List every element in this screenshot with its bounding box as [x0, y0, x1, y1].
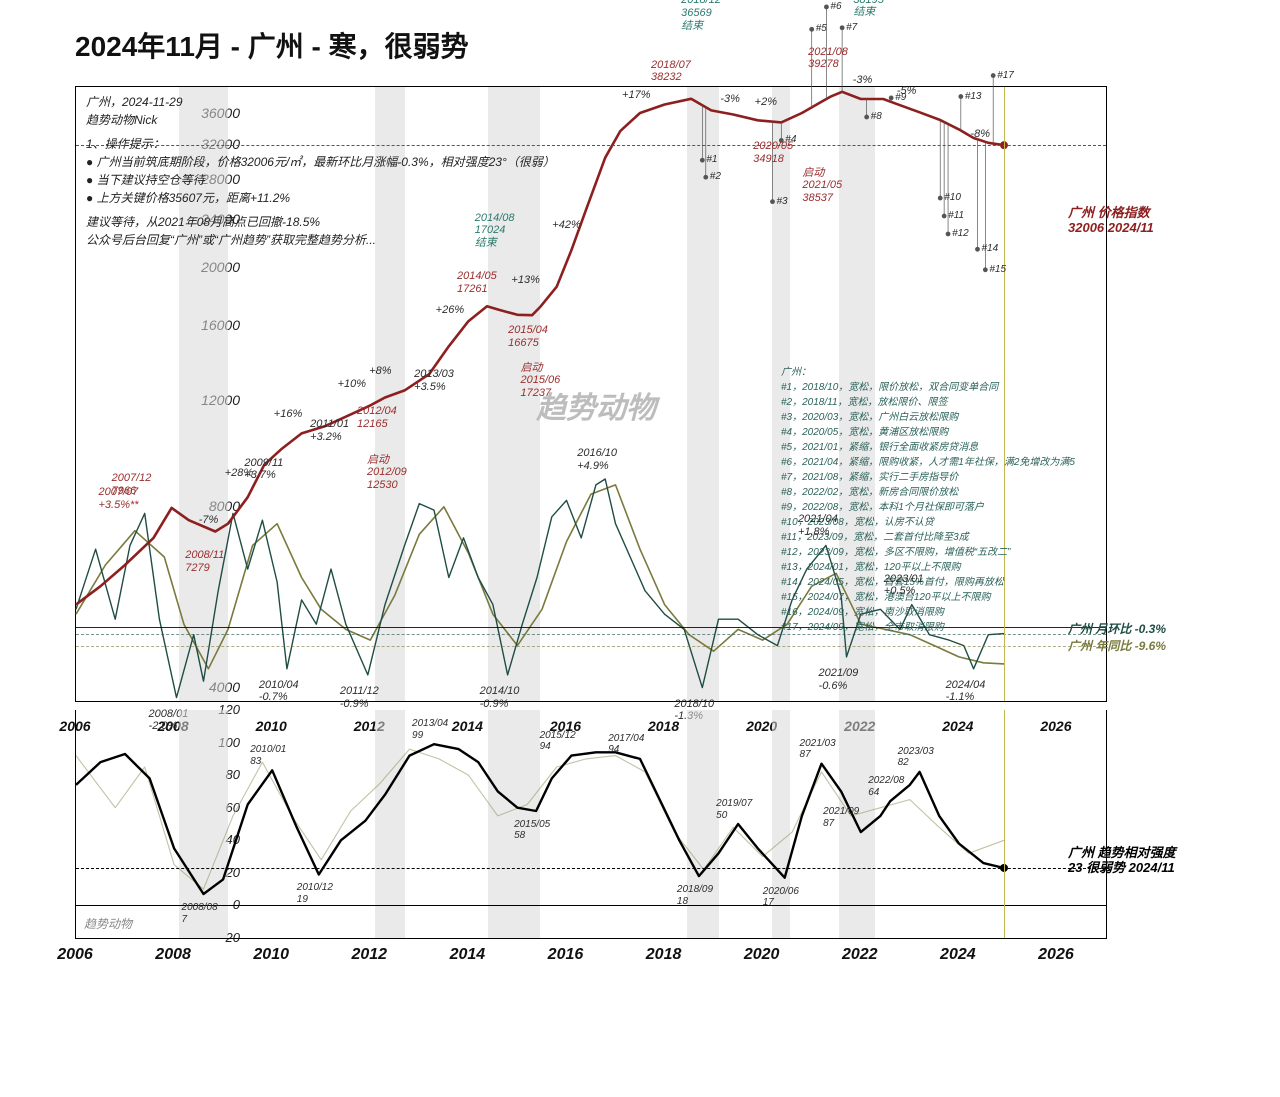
policy-list: 广州：#1，2018/10，宽松，限价放松，双合同变单合同#2，2018/11，…: [781, 365, 1075, 635]
lower-chart: 趋势动物 2008/0872010/01832010/12192013/0499…: [75, 710, 1107, 939]
watermark: 趋势动物: [536, 383, 656, 427]
upper-chart: 广州，2024-11-29 趋势动物Nick 1、操作提示： ● 广州当前筑底期…: [75, 86, 1107, 702]
info-l3: ● 上方关键价格35607元，距离+11.2%: [86, 189, 555, 207]
info-l4: 建议等待，从2021年08月高点已回撤-18.5%: [86, 213, 555, 231]
page-root: 2024年11月 - 广州 - 寒，很弱势 400080001200016000…: [0, 0, 1280, 1097]
lower-svg: [76, 710, 1106, 938]
info-l5: 公众号后台回复“广州”或“广州趋势”获取完整趋势分析...: [86, 231, 555, 249]
info-loc: 广州，2024-11-29: [86, 93, 555, 111]
info-sec: 1、操作提示：: [86, 135, 555, 153]
info-author: 趋势动物Nick: [86, 111, 555, 129]
info-box: 广州，2024-11-29 趋势动物Nick 1、操作提示： ● 广州当前筑底期…: [86, 93, 555, 249]
info-l2: ● 当下建议持空仓等待: [86, 171, 555, 189]
info-l1: ● 广州当前筑底期阶段，价格32006元/㎡，最新环比月涨幅-0.3%，相对强度…: [86, 153, 555, 171]
page-title: 2024年11月 - 广州 - 寒，很弱势: [75, 25, 469, 65]
